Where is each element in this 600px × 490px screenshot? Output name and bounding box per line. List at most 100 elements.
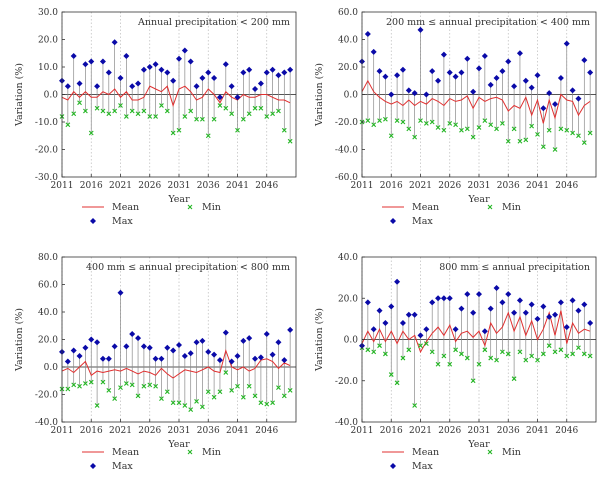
min-marker-stroke bbox=[365, 347, 371, 353]
max-marker bbox=[281, 357, 288, 364]
max-marker bbox=[522, 309, 529, 316]
min-marker-stroke bbox=[287, 138, 293, 144]
max-marker bbox=[446, 69, 453, 76]
max-marker bbox=[370, 48, 377, 55]
min-marker-stroke bbox=[464, 126, 470, 132]
chart-title: 800 mm ≤ annual precipitation bbox=[439, 262, 590, 273]
max-marker bbox=[263, 69, 270, 76]
max-marker bbox=[370, 326, 377, 333]
min-marker bbox=[287, 387, 293, 393]
min-marker bbox=[270, 400, 275, 406]
min-marker-stroke bbox=[464, 355, 470, 361]
min-marker-stroke bbox=[159, 103, 164, 108]
min-marker bbox=[540, 351, 546, 357]
min-marker bbox=[281, 393, 287, 399]
max-marker bbox=[170, 77, 177, 84]
max-marker bbox=[476, 65, 482, 72]
legend-min-swatch bbox=[487, 204, 493, 210]
legend-mean-label: Mean bbox=[112, 202, 139, 213]
min-marker bbox=[235, 127, 240, 133]
min-marker bbox=[264, 114, 270, 119]
min-marker bbox=[400, 119, 406, 125]
min-marker bbox=[135, 111, 141, 117]
legend-min-swatch bbox=[187, 449, 193, 455]
min-marker bbox=[476, 361, 482, 367]
min-marker bbox=[258, 400, 264, 406]
max-marker bbox=[452, 326, 459, 333]
min-marker-stroke bbox=[188, 108, 194, 114]
max-marker bbox=[140, 66, 147, 73]
min-marker bbox=[581, 351, 587, 357]
min-marker-stroke bbox=[529, 123, 535, 129]
min-marker-stroke bbox=[429, 119, 435, 125]
y-axis-label: Variation (%) bbox=[314, 63, 325, 127]
min-marker bbox=[546, 343, 552, 349]
max-marker bbox=[94, 83, 101, 90]
min-marker bbox=[464, 126, 470, 132]
min-marker bbox=[418, 343, 423, 349]
min-marker bbox=[505, 138, 511, 144]
min-marker-stroke bbox=[258, 105, 264, 111]
min-marker bbox=[377, 118, 382, 124]
x-tick-label: 2016 bbox=[80, 426, 103, 436]
min-marker bbox=[523, 357, 529, 363]
min-marker bbox=[170, 400, 176, 406]
min-marker bbox=[141, 108, 147, 114]
max-marker bbox=[499, 299, 506, 306]
min-marker bbox=[371, 349, 377, 355]
min-marker-stroke bbox=[371, 349, 377, 355]
min-marker bbox=[388, 372, 394, 377]
min-marker bbox=[459, 127, 464, 133]
min-marker-stroke bbox=[94, 105, 100, 111]
min-marker bbox=[406, 126, 412, 132]
min-marker-stroke bbox=[371, 122, 377, 128]
min-marker bbox=[100, 379, 106, 385]
max-marker bbox=[146, 344, 153, 351]
min-marker bbox=[535, 357, 540, 363]
legend-max-label: Max bbox=[412, 461, 433, 472]
y-axis-label: Variation (%) bbox=[314, 308, 325, 372]
max-marker bbox=[364, 299, 371, 306]
min-marker-stroke bbox=[558, 347, 564, 353]
max-marker bbox=[493, 284, 500, 291]
y-tick-label: -10.0 bbox=[35, 118, 58, 128]
min-marker-stroke bbox=[153, 383, 158, 389]
max-marker bbox=[70, 53, 77, 59]
min-marker bbox=[383, 116, 388, 122]
x-tick-label: 2021 bbox=[409, 426, 432, 436]
min-marker bbox=[546, 127, 552, 133]
min-marker-stroke bbox=[217, 389, 223, 395]
y-tick-label: -40.0 bbox=[335, 418, 358, 428]
min-marker bbox=[194, 116, 199, 122]
min-marker bbox=[112, 108, 118, 114]
min-marker bbox=[383, 351, 388, 357]
min-marker bbox=[453, 347, 458, 353]
max-marker bbox=[411, 311, 418, 318]
min-marker bbox=[153, 383, 158, 389]
min-marker bbox=[570, 130, 575, 136]
max-marker bbox=[176, 55, 182, 62]
min-marker-stroke bbox=[564, 127, 570, 133]
max-marker bbox=[164, 69, 171, 76]
min-marker bbox=[529, 123, 535, 129]
y-tick-label: 0.0 bbox=[344, 91, 359, 101]
y-tick-label: -20.0 bbox=[35, 146, 58, 156]
min-marker bbox=[423, 341, 429, 347]
max-marker bbox=[257, 354, 264, 361]
min-marker-stroke bbox=[217, 103, 223, 108]
min-marker bbox=[441, 127, 447, 133]
x-tick-label: 2031 bbox=[468, 426, 491, 436]
min-marker bbox=[83, 381, 88, 386]
max-marker bbox=[105, 69, 112, 76]
min-marker-stroke bbox=[211, 116, 217, 122]
min-marker bbox=[223, 105, 229, 111]
min-marker bbox=[170, 130, 176, 136]
max-marker bbox=[82, 344, 89, 351]
max-marker bbox=[193, 339, 200, 346]
min-marker bbox=[147, 382, 153, 388]
min-marker-stroke bbox=[511, 376, 517, 382]
max-marker bbox=[222, 61, 229, 68]
max-marker bbox=[82, 61, 89, 68]
